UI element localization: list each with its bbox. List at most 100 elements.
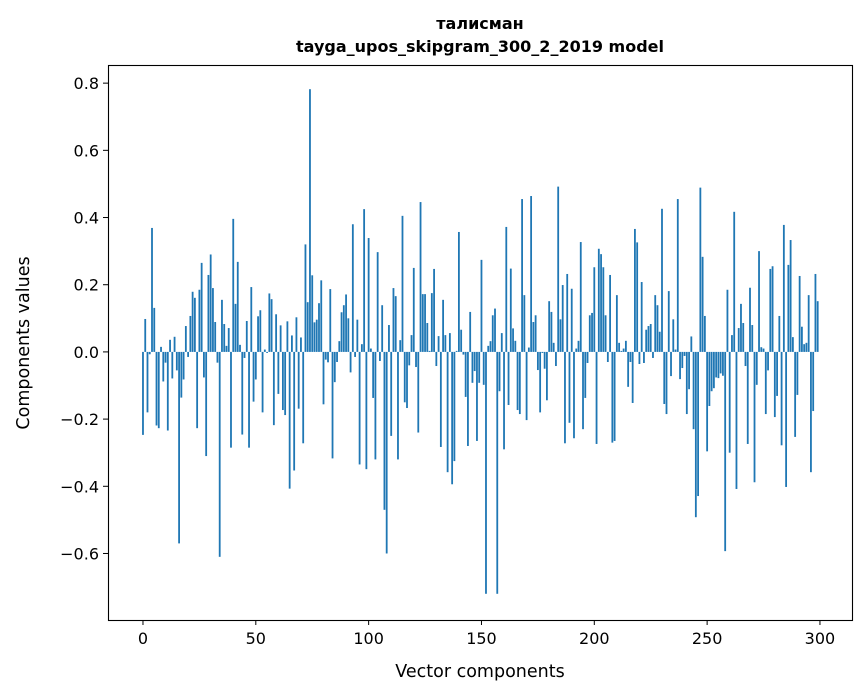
bar (401, 215, 404, 352)
bar (640, 282, 643, 352)
bar (178, 351, 180, 544)
bar (604, 315, 607, 352)
bar (728, 351, 731, 453)
x-tick-label: 150 (466, 629, 497, 648)
y-tick-label: −0.6 (60, 544, 99, 563)
bar (624, 340, 627, 352)
bar (331, 351, 334, 459)
bar (209, 254, 212, 352)
bar (482, 351, 485, 385)
bar (787, 264, 790, 352)
bar (629, 351, 632, 362)
x-axis-label: Vector components (395, 662, 564, 682)
bar (460, 329, 463, 352)
bar (652, 351, 654, 358)
bar (367, 238, 370, 352)
bar (406, 351, 408, 409)
bar (385, 351, 388, 554)
bar (227, 328, 230, 352)
bar (785, 351, 788, 487)
bar (489, 341, 492, 352)
bar (703, 315, 706, 352)
bar (293, 351, 296, 471)
bar (606, 351, 609, 362)
bar (471, 351, 474, 383)
bar (805, 342, 808, 352)
bar (505, 226, 508, 352)
y-tick-label: −0.2 (60, 410, 99, 429)
bar (218, 351, 221, 557)
bar (516, 351, 519, 411)
bar (525, 351, 528, 421)
bar (503, 351, 505, 450)
bar (448, 333, 451, 352)
bar (268, 293, 271, 352)
bar (760, 347, 763, 352)
y-tick-label: 0.4 (74, 209, 99, 228)
bar (778, 315, 781, 352)
x-axis-ticks: 0 50 100 150 200 250 300 (138, 620, 835, 648)
bar (457, 231, 460, 352)
bar (430, 293, 433, 352)
bar (694, 351, 697, 518)
bar (753, 351, 756, 483)
bar (444, 335, 447, 352)
bar (279, 325, 282, 352)
bar (618, 342, 621, 352)
bar (762, 348, 765, 352)
bar (462, 351, 465, 355)
bar (561, 285, 564, 352)
bar (234, 303, 237, 352)
bar (575, 348, 578, 352)
bar (216, 351, 219, 363)
bar (232, 218, 235, 352)
bar (719, 351, 722, 374)
bar (270, 299, 273, 352)
bar (349, 351, 352, 373)
y-tick-label: −0.4 (60, 477, 99, 496)
bar (327, 351, 329, 363)
bar (541, 351, 544, 353)
bar (593, 267, 596, 352)
bar (464, 351, 467, 397)
bar (588, 315, 591, 352)
bar (523, 295, 526, 352)
bar (453, 351, 456, 462)
bar (356, 319, 359, 352)
bar (277, 351, 280, 394)
bar (631, 351, 634, 403)
bar (473, 351, 476, 372)
bar (514, 340, 517, 352)
bar (557, 186, 560, 352)
bar (600, 254, 602, 352)
bar (539, 351, 542, 413)
bar (360, 344, 363, 352)
bar (205, 351, 208, 457)
bar (257, 316, 259, 352)
bar (798, 275, 801, 352)
bar (803, 344, 806, 352)
bar (191, 291, 194, 352)
bar (451, 351, 454, 485)
bar (708, 351, 711, 406)
bar (342, 305, 345, 352)
bar (722, 351, 724, 376)
bar (496, 351, 499, 594)
bar (627, 351, 630, 387)
bar (324, 351, 327, 360)
bar (424, 294, 426, 352)
x-tick-label: 100 (353, 629, 384, 648)
bar (780, 351, 783, 446)
bar (740, 303, 742, 352)
bar (437, 336, 440, 352)
bar (801, 326, 803, 352)
bar (315, 319, 318, 352)
bar (263, 349, 266, 352)
bar (369, 348, 372, 352)
bar (769, 268, 772, 352)
bar (564, 351, 566, 444)
bar (214, 322, 217, 352)
bar (286, 321, 289, 352)
bar (428, 350, 431, 352)
